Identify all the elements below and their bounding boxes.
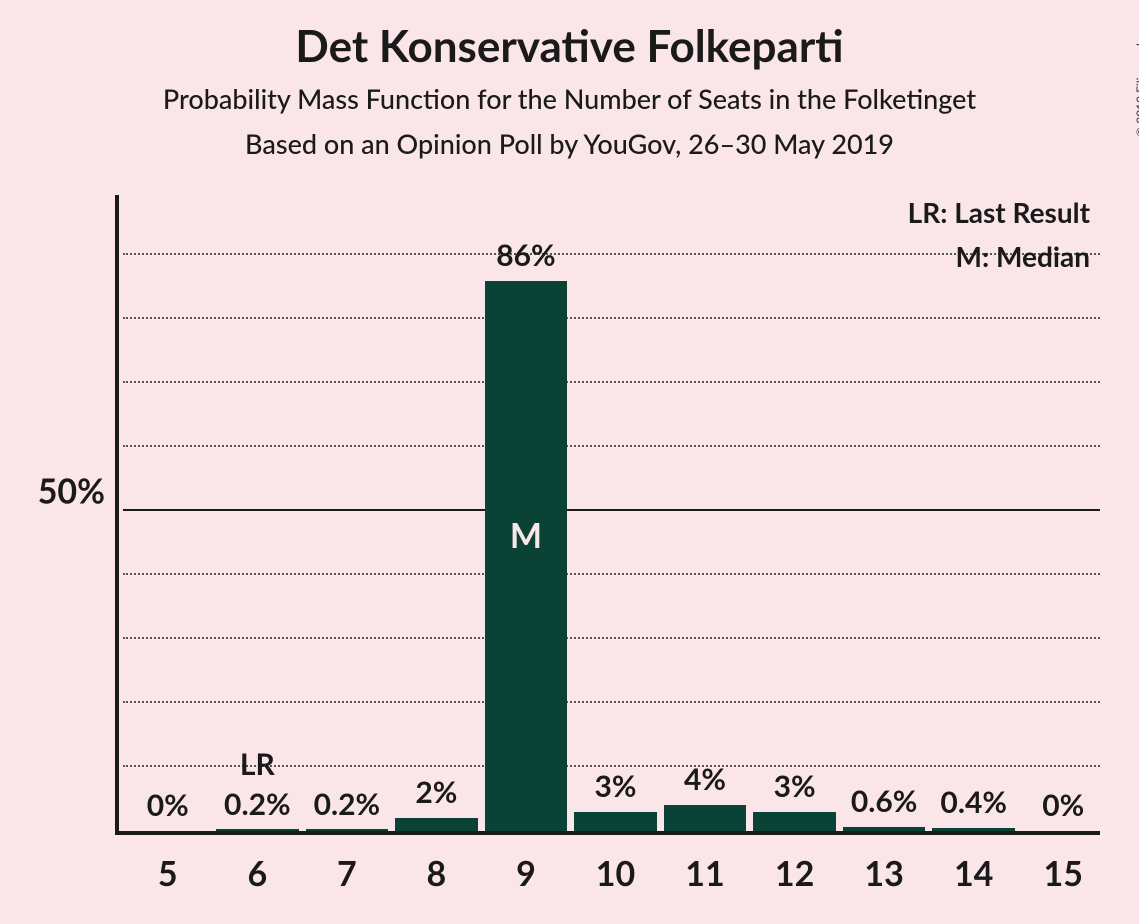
gridline xyxy=(123,701,1100,703)
x-tick-label: 15 xyxy=(1043,853,1082,894)
plot-area: 0%50.2%6LR0.2%72%886%9M3%104%113%120.6%1… xyxy=(115,195,1100,835)
bar xyxy=(216,829,298,831)
bar-value-label: 0.4% xyxy=(940,784,1007,820)
chart-subtitle-2: Based on an Opinion Poll by YouGov, 26–3… xyxy=(0,127,1139,160)
x-tick-label: 5 xyxy=(158,853,178,894)
median-marker: M xyxy=(510,515,542,556)
x-tick-label: 9 xyxy=(516,853,536,894)
bar-value-label: 2% xyxy=(415,774,457,810)
x-tick-label: 8 xyxy=(427,853,447,894)
legend-last-result: LR: Last Result xyxy=(908,195,1090,229)
gridline xyxy=(123,573,1100,575)
gridline xyxy=(123,317,1100,319)
bar-value-label: 0% xyxy=(1042,787,1084,823)
y-axis-label: 50% xyxy=(10,471,105,512)
bar xyxy=(753,812,835,831)
bar-value-label: 86% xyxy=(496,237,555,273)
bar xyxy=(843,827,925,831)
bar-value-label: 0.2% xyxy=(314,786,381,822)
gridline xyxy=(123,637,1100,639)
x-tick-label: 11 xyxy=(685,853,724,894)
x-tick-label: 14 xyxy=(954,853,993,894)
bar xyxy=(395,818,477,831)
bar-value-label: 3% xyxy=(595,768,637,804)
x-tick-label: 6 xyxy=(247,853,267,894)
x-tick-label: 10 xyxy=(596,853,635,894)
gridline xyxy=(123,509,1100,511)
bar xyxy=(306,829,388,831)
chart-area: 0%50.2%6LR0.2%72%886%9M3%104%113%120.6%1… xyxy=(115,195,1100,835)
x-tick-label: 7 xyxy=(337,853,357,894)
bar xyxy=(574,812,656,831)
bar-value-label: 4% xyxy=(684,761,726,797)
last-result-marker: LR xyxy=(240,746,275,782)
copyright-text: © 2019 Filip van Laenen xyxy=(1133,8,1139,137)
bar xyxy=(932,828,1014,831)
x-tick-label: 12 xyxy=(775,853,814,894)
gridline xyxy=(123,445,1100,447)
legend-median: M: Median xyxy=(908,239,1090,273)
bar xyxy=(664,805,746,831)
bar-value-label: 3% xyxy=(774,768,816,804)
bar-value-label: 0.6% xyxy=(851,783,918,819)
chart-title: Det Konservative Folkeparti xyxy=(0,0,1139,72)
bar-value-label: 0.2% xyxy=(224,786,291,822)
x-tick-label: 13 xyxy=(864,853,903,894)
chart-subtitle-1: Probability Mass Function for the Number… xyxy=(0,82,1139,115)
gridline xyxy=(123,381,1100,383)
chart-legend: LR: Last Result M: Median xyxy=(908,195,1090,283)
bar-value-label: 0% xyxy=(147,787,189,823)
